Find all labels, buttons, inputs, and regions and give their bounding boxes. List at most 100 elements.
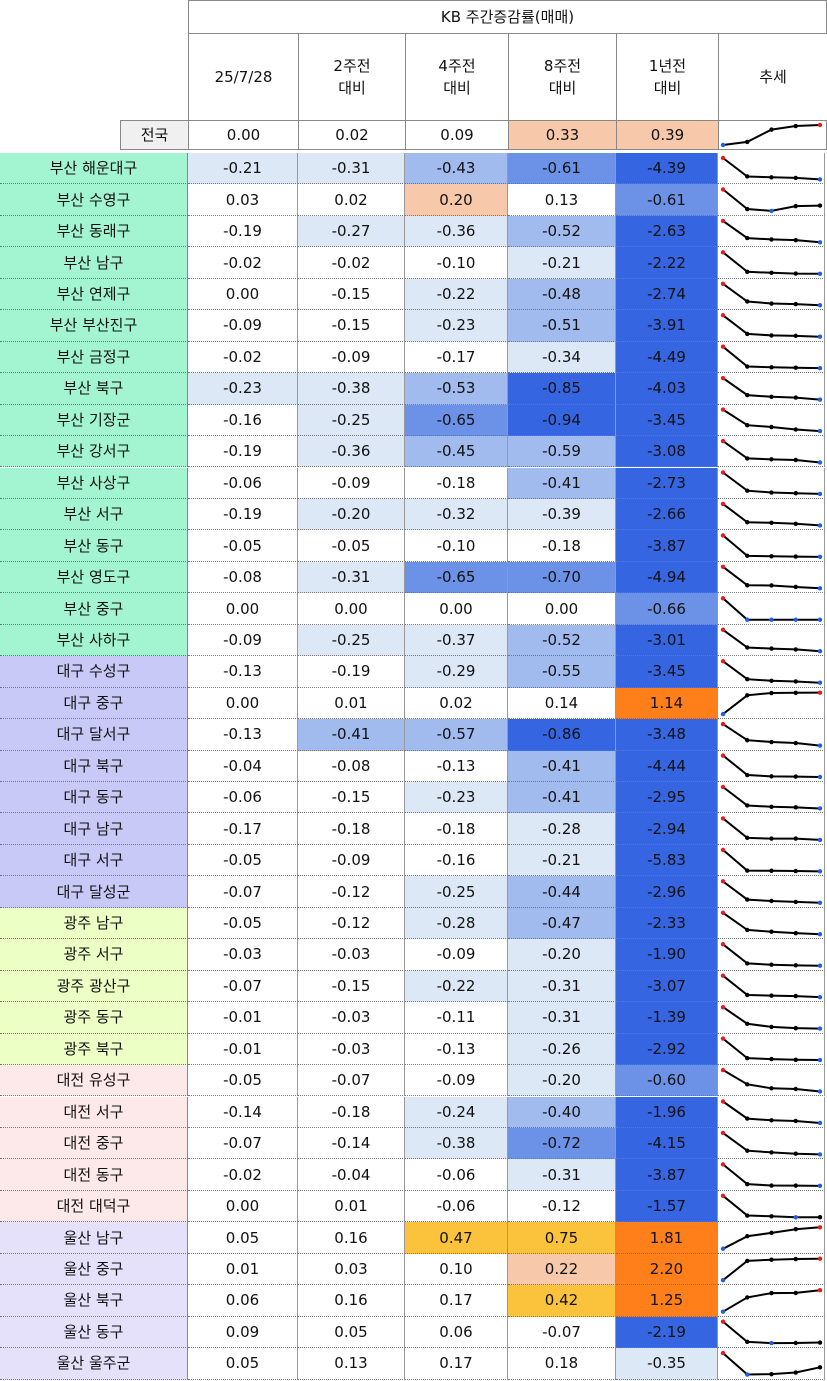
value-cell: 0.14 [508, 687, 616, 720]
sparkline-dot [745, 803, 750, 808]
sparkline-dot [745, 992, 750, 998]
value-cell: -0.26 [508, 1033, 616, 1066]
value-cell: -0.01 [188, 1002, 298, 1034]
column-header: 25/7/28 [188, 33, 299, 121]
value-cell: -3.45 [616, 404, 718, 437]
sparkline [722, 1320, 821, 1345]
header-line: 추세 [759, 68, 787, 86]
value-cell: -0.13 [405, 1033, 508, 1066]
value-cell: -0.02 [188, 1159, 298, 1191]
sparkline-dot [720, 942, 726, 947]
value-cell: -0.01 [188, 1033, 298, 1066]
sparkline-dot [793, 395, 798, 400]
sparkline-dot [720, 1309, 726, 1314]
value-cell: 0.42 [508, 1285, 616, 1317]
value-cell: 0.00 [298, 593, 405, 625]
sparkline [722, 691, 821, 715]
row-label: 부산 중구 [0, 593, 188, 625]
sparkline-dot [745, 1213, 750, 1218]
sparkline-dot [793, 1151, 798, 1156]
row-label: 울산 남구 [0, 1222, 188, 1254]
sparkline-dot [720, 1036, 726, 1041]
sparkline-dot [769, 237, 774, 242]
value-cell: -0.31 [508, 1159, 616, 1191]
sparkline-dot [769, 678, 774, 684]
value-cell: -0.19 [188, 498, 298, 531]
sparkline-dot [793, 868, 798, 874]
value-cell: -2.19 [616, 1316, 718, 1349]
value-cell: 0.02 [298, 120, 406, 150]
value-cell: -0.09 [298, 467, 405, 499]
value-cell: -2.74 [616, 278, 718, 311]
value-cell: -0.05 [188, 530, 298, 562]
sparkline-dot [745, 897, 750, 902]
value-cell: -0.65 [405, 561, 508, 594]
sparkline-dot [745, 1295, 750, 1300]
value-cell: 1.25 [616, 1285, 718, 1317]
row-label: 광주 북구 [0, 1033, 188, 1066]
row-label: 광주 동구 [0, 1002, 188, 1034]
value-cell: -2.22 [616, 247, 718, 279]
value-cell: 0.17 [405, 1348, 508, 1380]
value-cell: -0.19 [188, 215, 298, 248]
value-cell: -0.08 [298, 750, 405, 782]
value-cell: -0.21 [508, 247, 616, 279]
sparkline-dot [769, 1214, 774, 1219]
sparkline-dot [720, 1162, 726, 1167]
value-cell: -0.36 [405, 215, 508, 248]
value-cell: -0.28 [508, 813, 616, 845]
sparkline-dot [745, 520, 750, 525]
header-line: 4주전 [438, 57, 476, 75]
sparkline-dot [793, 836, 798, 841]
sparkline-dot [720, 1067, 726, 1073]
sparkline-dot [793, 333, 798, 339]
sparkline-dot [817, 963, 823, 968]
value-cell: -0.25 [298, 624, 405, 657]
sparkline-dot [745, 206, 750, 212]
sparkline-dot [793, 1290, 798, 1296]
sparkline-dot [769, 739, 774, 745]
header-line: 2주전 [333, 57, 371, 75]
sparkline-dot [769, 690, 774, 696]
value-cell: -0.13 [188, 719, 298, 751]
sparkline-dot [769, 1150, 774, 1155]
row-label: 광주 남구 [0, 907, 188, 940]
header-line: 대비 [443, 79, 471, 97]
value-cell: -2.66 [616, 498, 718, 531]
value-cell: -0.06 [405, 1190, 508, 1223]
value-cell: -4.94 [616, 561, 718, 594]
sparkline-dot [793, 491, 798, 496]
value-cell: -0.16 [188, 404, 298, 437]
sparkline-dot [720, 784, 726, 790]
sparkline-dot [720, 281, 726, 286]
sparkline-dot [793, 1086, 798, 1092]
value-cell: -0.38 [298, 373, 405, 405]
sparkline-dot [793, 617, 798, 622]
sparkline-dot [769, 993, 774, 998]
sparkline [722, 345, 821, 370]
sparkline-dot [720, 344, 726, 349]
header-line: 8주전 [543, 57, 582, 75]
sparkline-dot [817, 617, 823, 622]
sparkline-dot [793, 203, 798, 209]
sparkline-dot [745, 772, 750, 778]
value-cell: 0.02 [405, 687, 508, 720]
sparkline-dot [745, 1181, 750, 1187]
sparkline-dot [793, 1256, 798, 1262]
row-label: 부산 강서구 [0, 436, 188, 468]
row-label: 울산 울주군 [0, 1348, 188, 1380]
row-label: 대구 달서구 [0, 719, 188, 751]
sparkline-dot [793, 740, 798, 746]
sparkline-dot [817, 122, 823, 128]
row-label: 부산 부산진구 [0, 310, 188, 342]
row-label: 대구 남구 [0, 813, 188, 845]
value-cell: 0.00 [405, 593, 508, 625]
sparkline-dot [793, 365, 798, 370]
sparkline-dot [793, 457, 798, 463]
sparkline-dot [769, 929, 774, 934]
sparkline-dot [720, 533, 726, 538]
value-cell: -0.20 [508, 939, 616, 971]
sparkline-dot [769, 175, 774, 180]
value-cell: -0.52 [508, 215, 616, 248]
value-cell: -2.73 [616, 467, 718, 499]
